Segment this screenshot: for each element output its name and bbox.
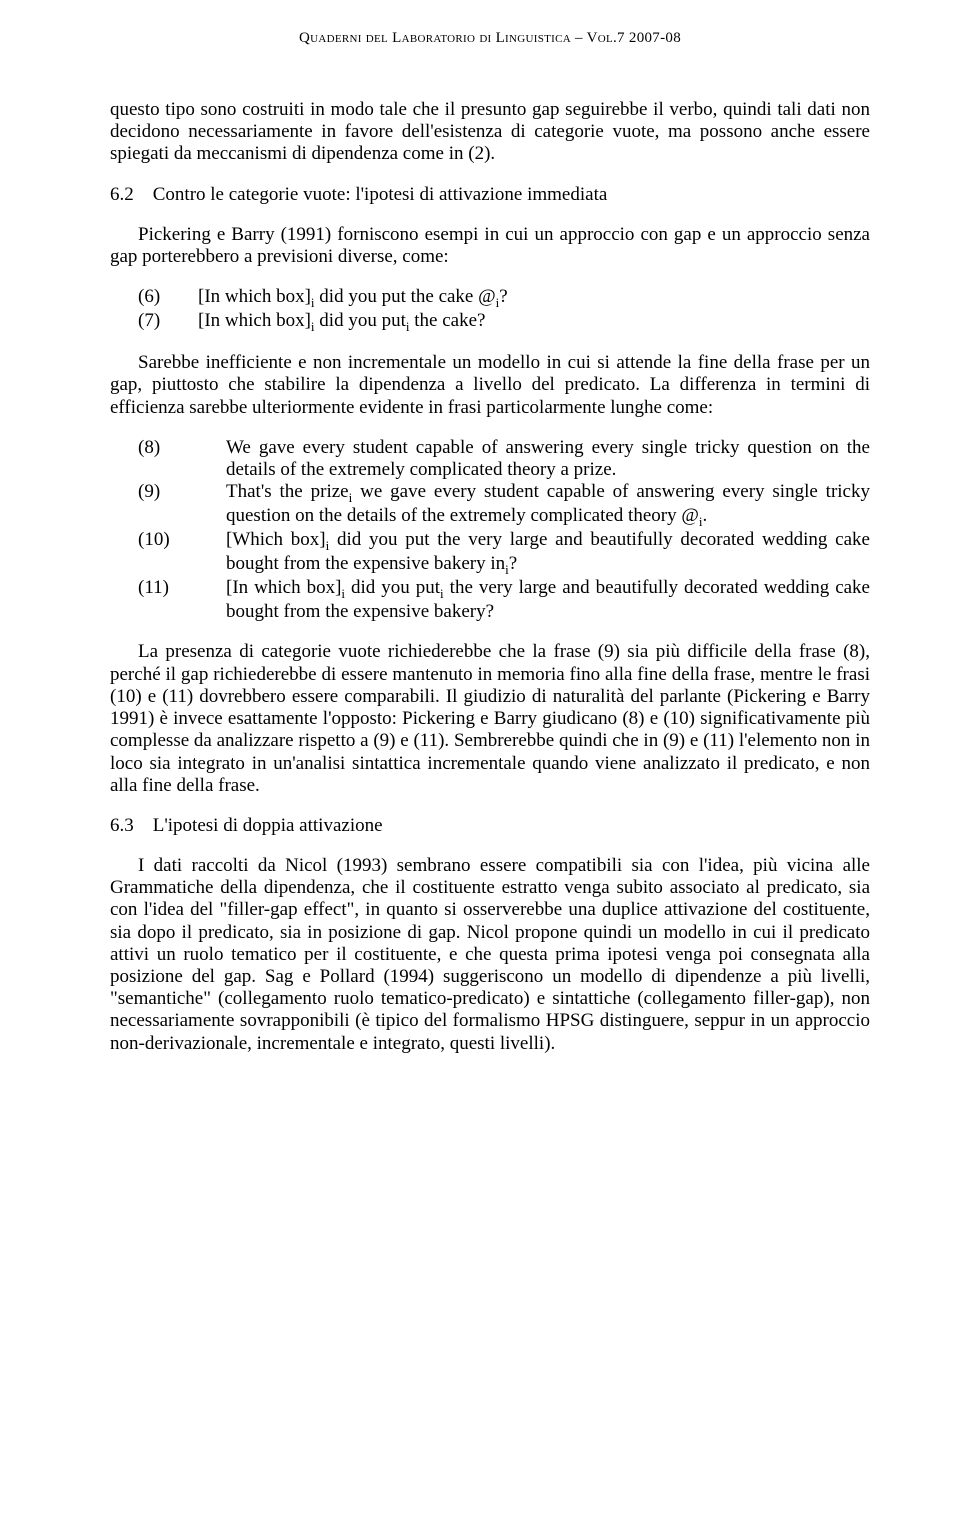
example-number: (6) [110, 286, 198, 310]
section-number: 6.2 [110, 184, 148, 206]
paragraph-1: questo tipo sono costruiti in modo tale … [110, 99, 870, 166]
example-number: (8) [110, 437, 226, 481]
example-7: (7) [In which box]i did you puti the cak… [110, 310, 870, 334]
section-heading-6-2: 6.2 Contro le categorie vuote: l'ipotesi… [110, 184, 870, 206]
example-number: (9) [110, 481, 226, 529]
example-block-8-11: (8) We gave every student capable of ans… [110, 437, 870, 624]
example-block-6-7: (6) [In which box]i did you put the cake… [110, 286, 870, 334]
example-10: (10) [Which box]i did you put the very l… [110, 529, 870, 577]
example-text: [In which box]i did you puti the cake? [198, 310, 870, 334]
section-title: L'ipotesi di doppia attivazione [153, 815, 383, 836]
example-text: We gave every student capable of answeri… [226, 437, 870, 481]
example-11: (11) [In which box]i did you puti the ve… [110, 577, 870, 623]
paragraph-4: La presenza di categorie vuote richieder… [110, 641, 870, 797]
example-text: That's the prizei we gave every student … [226, 481, 870, 529]
example-8: (8) We gave every student capable of ans… [110, 437, 870, 481]
example-text: [In which box]i did you put the cake @i? [198, 286, 870, 310]
example-9: (9) That's the prizei we gave every stud… [110, 481, 870, 529]
example-number: (10) [110, 529, 226, 577]
running-header: Quaderni del Laboratorio di Linguistica … [110, 30, 870, 47]
section-heading-6-3: 6.3 L'ipotesi di doppia attivazione [110, 815, 870, 837]
section-number: 6.3 [110, 815, 148, 837]
example-6: (6) [In which box]i did you put the cake… [110, 286, 870, 310]
paragraph-3: Sarebbe inefficiente e non incrementale … [110, 352, 870, 419]
section-title: Contro le categorie vuote: l'ipotesi di … [153, 184, 608, 205]
example-number: (7) [110, 310, 198, 334]
example-text: [In which box]i did you puti the very la… [226, 577, 870, 623]
page: Quaderni del Laboratorio di Linguistica … [0, 0, 960, 1530]
paragraph-2: Pickering e Barry (1991) forniscono esem… [110, 224, 870, 268]
example-number: (11) [110, 577, 226, 623]
example-text: [Which box]i did you put the very large … [226, 529, 870, 577]
paragraph-5: I dati raccolti da Nicol (1993) sembrano… [110, 855, 870, 1055]
